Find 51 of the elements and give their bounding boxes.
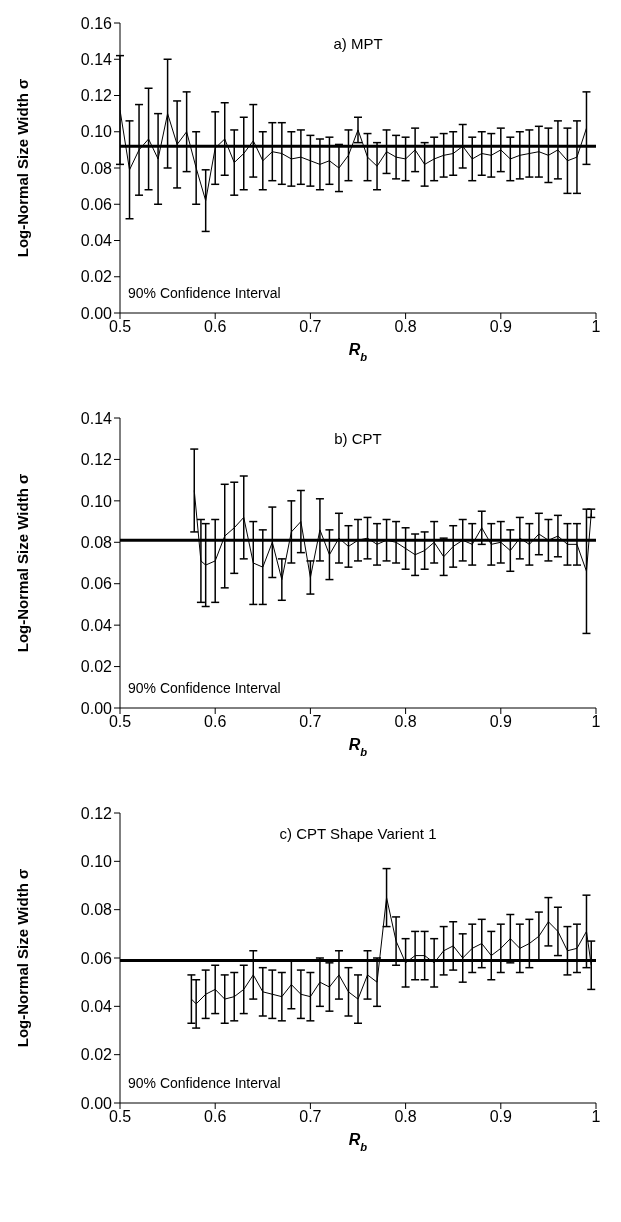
- x-tick-label: 0.6: [204, 1108, 227, 1126]
- x-tick-label: 0.8: [394, 713, 417, 731]
- x-tick-label: 0.5: [108, 1108, 132, 1126]
- text: c) CPT Shape Varient 1: [278, 825, 438, 842]
- x-tick-label: 0.8: [394, 318, 417, 336]
- y-tick-label: 0.14: [80, 409, 113, 427]
- x-tick-label: 0.8: [394, 1108, 417, 1126]
- y-tick-label: 0.14: [80, 50, 113, 68]
- x-tick-label: 0.9: [489, 713, 513, 731]
- x-tick-label: 0.6: [204, 713, 227, 731]
- y-tick-label: 0.08: [80, 159, 113, 177]
- x-tick-label: 1: [591, 318, 601, 336]
- y-tick-label: 0.10: [80, 492, 113, 510]
- y-tick-label: 0.08: [80, 533, 113, 551]
- y-tick-label: 0.12: [80, 87, 113, 105]
- x-axis-title: R$_{b}$: [348, 1131, 368, 1153]
- y-tick-label: 0.06: [80, 575, 113, 593]
- y-tick-label: 0.06: [80, 195, 113, 213]
- x-tick-label: 0.9: [489, 1108, 513, 1126]
- x-tick-label: 1: [591, 713, 601, 731]
- x-tick-label: 0.7: [299, 318, 322, 336]
- y-axis-title: Log-Normal Size Width σ: [14, 473, 31, 653]
- y-tick-label: 0.02: [80, 1046, 113, 1064]
- y-tick-label: 0.04: [80, 616, 113, 634]
- y-tick-label: 0.16: [80, 14, 113, 32]
- x-tick-label: 0.5: [108, 713, 132, 731]
- x-tick-label: 0.9: [489, 318, 513, 336]
- y-tick-label: 0.10: [80, 853, 113, 871]
- y-tick-label: 0.04: [80, 998, 113, 1016]
- y-axis-title: Log-Normal Size Width σ: [14, 868, 31, 1048]
- y-tick-label: 0.04: [80, 232, 113, 250]
- text: a) MPT: [332, 35, 384, 52]
- y-tick-label: 0.12: [80, 451, 113, 469]
- x-axis-title: R$_{b}$: [348, 736, 368, 758]
- y-tick-label: 0.12: [80, 804, 113, 822]
- annotation: 90% Confidence Interval: [128, 1075, 281, 1091]
- x-axis-title: R$_{b}$: [348, 341, 368, 363]
- x-tick-label: 0.7: [299, 713, 322, 731]
- y-tick-label: 0.02: [80, 268, 113, 286]
- x-tick-label: 0.6: [204, 318, 227, 336]
- y-tick-label: 0.06: [80, 949, 113, 967]
- annotation: 90% Confidence Interval: [128, 285, 281, 301]
- x-tick-label: 1: [591, 1108, 601, 1126]
- y-tick-label: 0.08: [80, 901, 113, 919]
- x-tick-label: 0.5: [108, 318, 132, 336]
- x-tick-label: 0.7: [299, 1108, 322, 1126]
- y-tick-label: 0.02: [80, 658, 113, 676]
- y-tick-label: 0.10: [80, 123, 113, 141]
- text: b) CPT: [333, 430, 383, 447]
- y-axis-title: Log-Normal Size Width σ: [14, 78, 31, 258]
- annotation: 90% Confidence Interval: [128, 680, 281, 696]
